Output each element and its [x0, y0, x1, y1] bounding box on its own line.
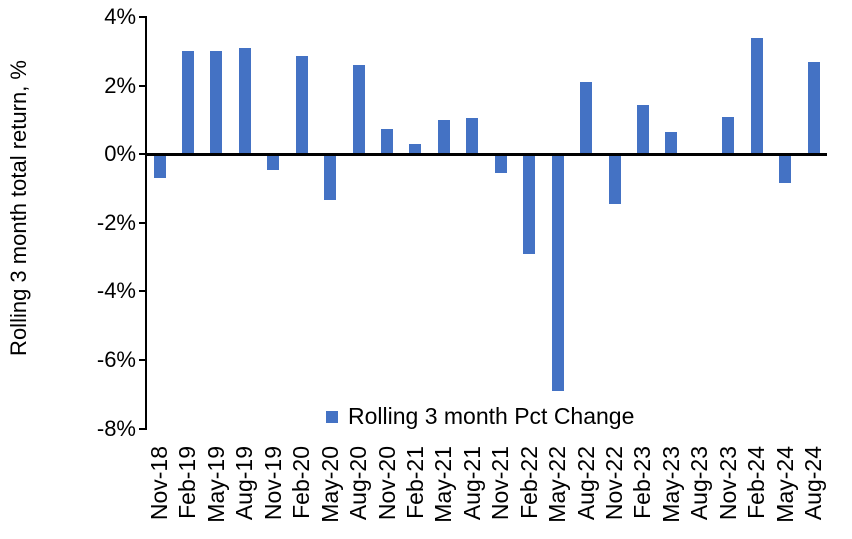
bar-Aug-24: [807, 61, 820, 155]
x-tick-label: Feb-21: [401, 446, 428, 519]
bar-May-23: [665, 131, 678, 155]
x-tick-label: Aug-20: [345, 446, 371, 521]
y-tick-mark: [139, 427, 147, 430]
x-tick-label: Feb-24: [743, 446, 770, 519]
bar-Feb-19: [181, 51, 194, 155]
x-tick-label: Feb-23: [629, 446, 656, 519]
x-tick-label: Feb-19: [174, 446, 201, 519]
bar-Aug-22: [580, 82, 592, 155]
x-tick-label: May-20: [316, 446, 343, 523]
x-tick-label: Aug-19: [231, 446, 258, 521]
y-tick-label: 0%: [104, 141, 136, 167]
bar-Nov-18: [153, 154, 166, 179]
bar-Nov-19: [267, 154, 280, 170]
y-tick-label: 4%: [104, 4, 136, 29]
bar-Feb-21: [409, 143, 422, 155]
y-tick-mark: [139, 290, 147, 293]
legend: Rolling 3 month Pct Change: [326, 405, 634, 428]
bar-Aug-21: [466, 118, 479, 155]
x-tick-label: Aug-22: [572, 446, 599, 521]
bar-Feb-24: [750, 37, 763, 155]
y-tick-label: -8%: [96, 415, 136, 441]
x-tick-label: May-19: [202, 446, 229, 523]
bar-May-24: [779, 154, 792, 184]
x-tick-label: Nov-21: [487, 446, 514, 521]
y-tick-label: -4%: [96, 278, 136, 304]
y-tick-label: -2%: [96, 209, 136, 235]
y-tick-mark: [139, 84, 147, 87]
x-tick-label: Feb-22: [515, 446, 542, 519]
x-tick-label: Aug-21: [458, 446, 485, 521]
bar-Feb-23: [636, 104, 649, 155]
bar-May-20: [324, 154, 337, 201]
x-tick-label: Nov-23: [714, 446, 741, 521]
y-tick-label: 2%: [104, 72, 136, 98]
y-tick-mark: [139, 359, 147, 361]
y-tick-mark: [139, 221, 147, 224]
bar-Feb-20: [295, 56, 308, 155]
y-tick-mark: [139, 153, 147, 156]
x-tick-label: May-23: [657, 446, 684, 523]
bar-Nov-20: [381, 128, 393, 155]
x-tick-label: Nov-19: [259, 446, 286, 521]
y-tick-label: -6%: [96, 347, 136, 372]
y-tick-mark: [139, 16, 147, 18]
zero-baseline: [145, 153, 827, 156]
legend-label: Rolling 3 month Pct Change: [348, 403, 635, 429]
x-tick-label: Aug-24: [800, 446, 826, 521]
bar-Nov-23: [722, 116, 735, 155]
bar-May-22: [551, 154, 564, 391]
x-tick-label: May-21: [430, 446, 457, 523]
bar-Aug-20: [352, 65, 365, 155]
x-tick-label: Nov-22: [601, 446, 627, 521]
bar-May-19: [210, 51, 223, 155]
x-tick-label: Nov-18: [146, 446, 172, 521]
x-tick-label: May-24: [771, 446, 798, 523]
bar-May-21: [437, 119, 450, 155]
y-axis-title: Rolling 3 month total return, %: [6, 60, 31, 356]
y-axis-line: [145, 17, 147, 430]
legend-swatch-icon: [326, 410, 338, 423]
bar-Aug-19: [238, 47, 251, 155]
x-tick-label: Feb-20: [288, 446, 315, 519]
x-tick-label: Aug-23: [686, 446, 713, 521]
x-tick-label: Nov-20: [373, 446, 400, 521]
x-tick-label: May-22: [544, 446, 571, 523]
bar-Nov-22: [608, 154, 621, 204]
bar-Nov-21: [494, 154, 507, 174]
bar-Feb-22: [523, 154, 536, 254]
